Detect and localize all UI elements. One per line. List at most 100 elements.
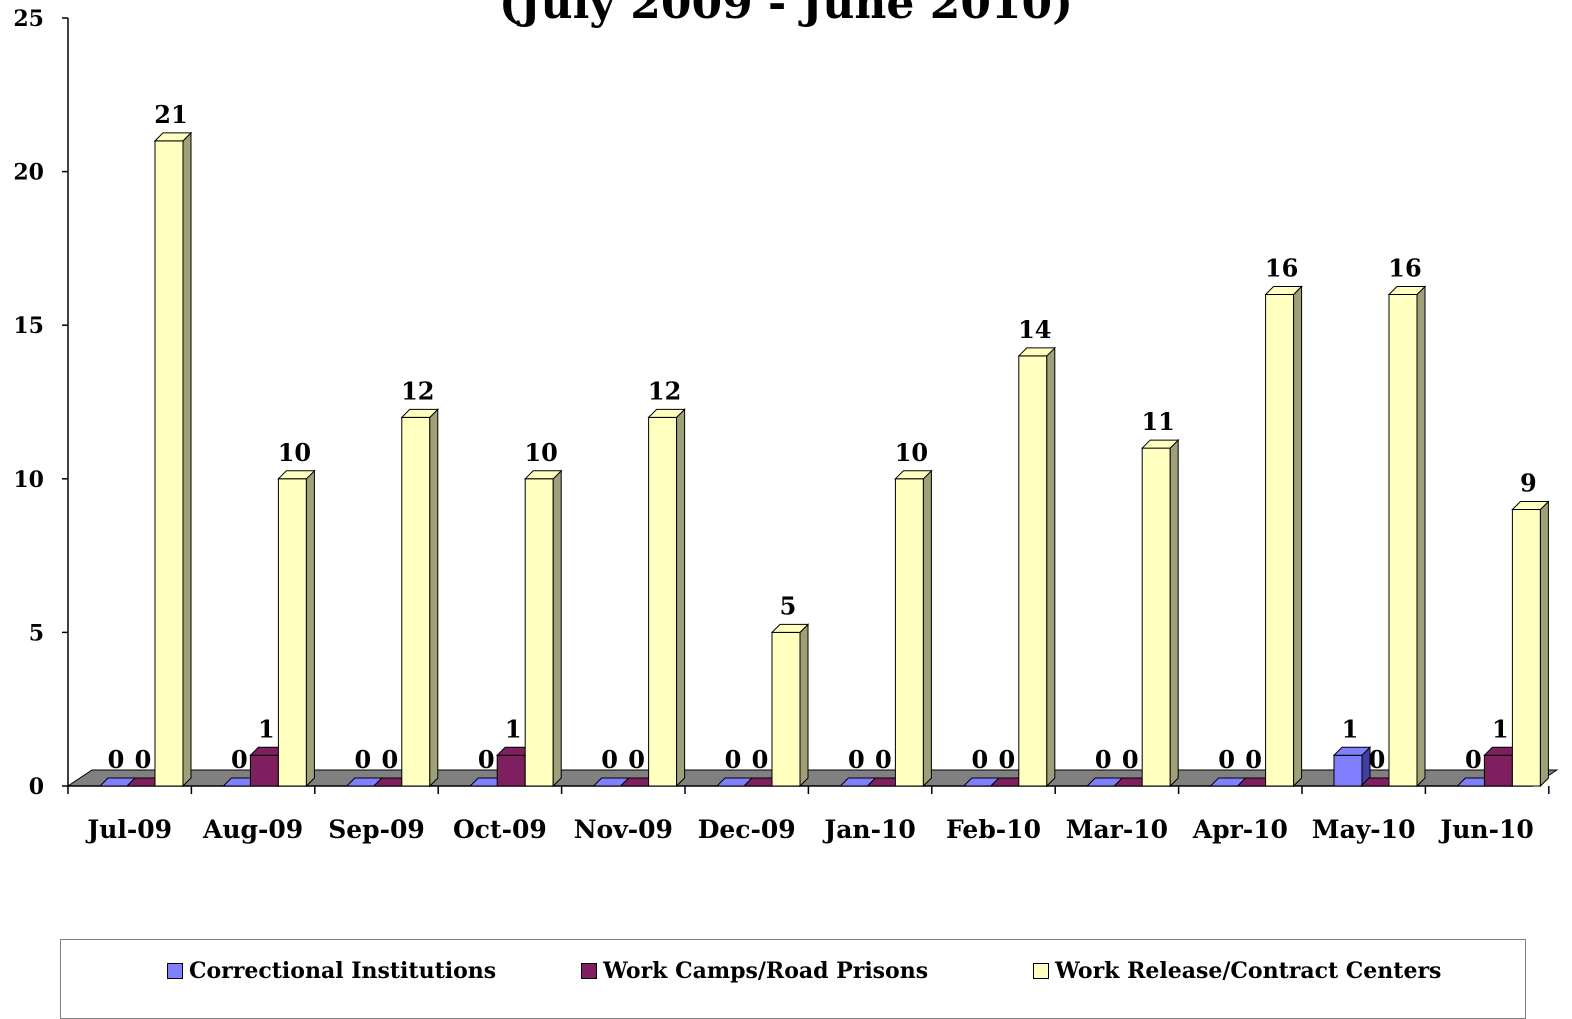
data-label: 12 (648, 376, 681, 405)
data-label: 9 (1520, 469, 1537, 498)
x-tick-label: Oct-09 (453, 815, 547, 844)
bar-front (894, 478, 924, 787)
bar-front (1141, 447, 1171, 787)
data-label: 10 (524, 438, 557, 467)
data-label: 1 (1342, 714, 1359, 743)
bar-front (1018, 355, 1048, 787)
legend: Correctional Institutions Work Camps/Roa… (60, 939, 1526, 1019)
bar-front (1388, 293, 1418, 787)
data-label: 0 (1218, 745, 1235, 774)
legend-label-work-release: Work Release/Contract Centers (1055, 958, 1442, 984)
data-label: 0 (752, 745, 769, 774)
bar-side (676, 408, 686, 788)
data-label: 14 (1018, 315, 1051, 344)
legend-label-work-camps: Work Camps/Road Prisons (603, 958, 929, 984)
data-label: 0 (354, 745, 371, 774)
data-label: 10 (278, 438, 311, 467)
bar-top (1017, 347, 1057, 357)
data-label: 0 (998, 745, 1015, 774)
data-label: 0 (601, 745, 618, 774)
data-label: 12 (401, 376, 434, 405)
bar-front (496, 754, 526, 787)
y-tick-label: 10 (13, 467, 44, 493)
bar-front (524, 478, 554, 787)
x-tick-label: May-10 (1312, 815, 1416, 844)
data-label: 0 (381, 745, 398, 774)
y-tick-label: 20 (13, 160, 44, 186)
bar-top (523, 470, 563, 480)
bar-side (1046, 346, 1056, 788)
bar-front (277, 478, 307, 787)
legend-item-work-camps: Work Camps/Road Prisons (581, 958, 928, 984)
data-label: 0 (875, 745, 892, 774)
bar-top (1140, 439, 1180, 449)
data-label: 0 (135, 745, 152, 774)
bar-side (1169, 438, 1179, 788)
x-tick-label: Feb-10 (946, 815, 1041, 844)
bar-front (401, 416, 431, 787)
bar-front (1333, 754, 1363, 787)
bar-front (1265, 293, 1295, 787)
legend-label-correctional-institutions: Correctional Institutions (189, 958, 497, 984)
data-label: 0 (725, 745, 742, 774)
data-label: 0 (1465, 745, 1482, 774)
data-label: 16 (1388, 253, 1421, 282)
y-tick-label: 25 (13, 6, 44, 32)
data-label: 0 (1369, 745, 1386, 774)
legend-swatch-work-camps (581, 963, 597, 979)
bar (1140, 438, 1180, 788)
x-tick-label: Dec-09 (698, 815, 796, 844)
legend-swatch-correctional-institutions (167, 963, 183, 979)
bar-top (770, 623, 810, 633)
data-label: 1 (1492, 714, 1509, 743)
x-tick-label: Aug-09 (202, 815, 303, 844)
bar-side (1416, 285, 1426, 788)
bar (1511, 500, 1550, 788)
bar (1264, 285, 1303, 788)
chart-title: (July 2009 - June 2010) (499, 0, 1073, 29)
bar (523, 469, 563, 788)
y-tick-label: 5 (29, 620, 44, 646)
x-tick-label: Mar-10 (1066, 815, 1168, 844)
bar-side (552, 469, 562, 788)
data-label: 0 (1245, 745, 1262, 774)
bar (647, 408, 686, 788)
bar-front (648, 416, 678, 787)
legend-swatch-work-release (1033, 963, 1049, 979)
data-label: 0 (1122, 745, 1139, 774)
bar (1387, 285, 1427, 788)
bar-top (1511, 501, 1550, 511)
bar-top (647, 408, 686, 418)
x-tick-label: Apr-10 (1192, 815, 1288, 844)
bar (1017, 346, 1057, 788)
data-label: 0 (108, 745, 125, 774)
bar-side (1539, 500, 1549, 788)
x-tick-label: Sep-09 (328, 815, 425, 844)
data-label: 0 (231, 745, 248, 774)
bar (277, 469, 316, 788)
data-label: 11 (1141, 407, 1174, 436)
bar-side (1293, 285, 1303, 788)
bar-top (153, 132, 193, 142)
x-tick-label: Jan-10 (822, 815, 915, 844)
bar-top (894, 470, 933, 480)
data-label: 21 (154, 100, 187, 129)
data-label: 0 (848, 745, 865, 774)
bar-front (154, 140, 184, 787)
bar-front (249, 754, 279, 787)
x-tick-label: Jun-10 (1438, 815, 1533, 844)
bar (153, 131, 193, 788)
y-tick-label: 15 (13, 313, 44, 339)
y-tick-label: 0 (29, 774, 44, 800)
bar (400, 408, 440, 788)
bar (894, 469, 933, 788)
data-label: 10 (895, 438, 928, 467)
data-label: 0 (971, 745, 988, 774)
bar (1332, 746, 1372, 788)
bar (770, 623, 810, 788)
bar-front (771, 631, 801, 787)
bar-side (922, 469, 932, 788)
data-label: 5 (780, 591, 797, 620)
bar-top (1264, 285, 1303, 295)
data-label: 0 (628, 745, 645, 774)
